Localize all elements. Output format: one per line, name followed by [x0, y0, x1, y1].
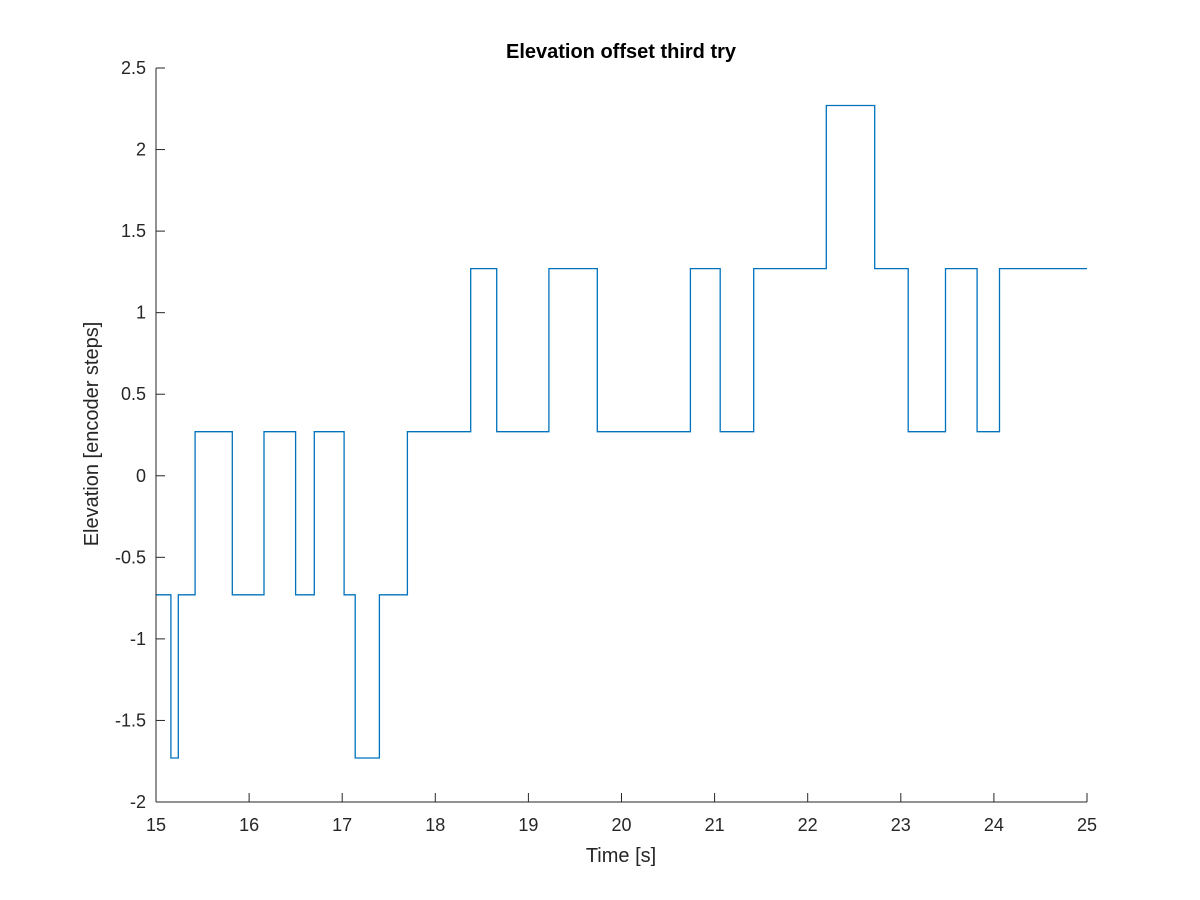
y-tick-label: -2 — [130, 792, 146, 812]
y-tick-label: 0.5 — [121, 384, 146, 404]
y-tick-label: 2.5 — [121, 58, 146, 78]
x-tick-label: 17 — [332, 815, 352, 835]
plot-background — [156, 68, 1087, 802]
x-axis-label: Time [s] — [586, 845, 656, 867]
x-tick-label: 15 — [146, 815, 166, 835]
x-tick-label: 22 — [798, 815, 818, 835]
x-tick-label: 19 — [518, 815, 538, 835]
y-tick-label: 1 — [136, 303, 146, 323]
chart-title: Elevation offset third try — [506, 41, 737, 63]
x-tick-label: 21 — [705, 815, 725, 835]
x-tick-label: 18 — [425, 815, 445, 835]
x-tick-label: 23 — [891, 815, 911, 835]
x-tick-label: 16 — [239, 815, 259, 835]
x-tick-label: 24 — [984, 815, 1004, 835]
y-tick-label: 0 — [136, 466, 146, 486]
x-tick-label: 20 — [611, 815, 631, 835]
x-tick-label: 25 — [1077, 815, 1097, 835]
y-tick-label: -0.5 — [115, 547, 146, 567]
y-axis-label: Elevation [encoder steps] — [81, 322, 103, 547]
y-tick-label: -1 — [130, 629, 146, 649]
y-tick-label: 2 — [136, 140, 146, 160]
y-tick-label: -1.5 — [115, 710, 146, 730]
y-tick-label: 1.5 — [121, 221, 146, 241]
data-layer — [156, 104, 1087, 759]
plot-area — [156, 68, 1087, 802]
axes: 15 16 17 18 19 20 21 22 23 24 25 -2 -1.5 -1 -0.5 0 0.5 1 1… — [115, 58, 1097, 835]
series-line-0 — [156, 104, 1087, 759]
